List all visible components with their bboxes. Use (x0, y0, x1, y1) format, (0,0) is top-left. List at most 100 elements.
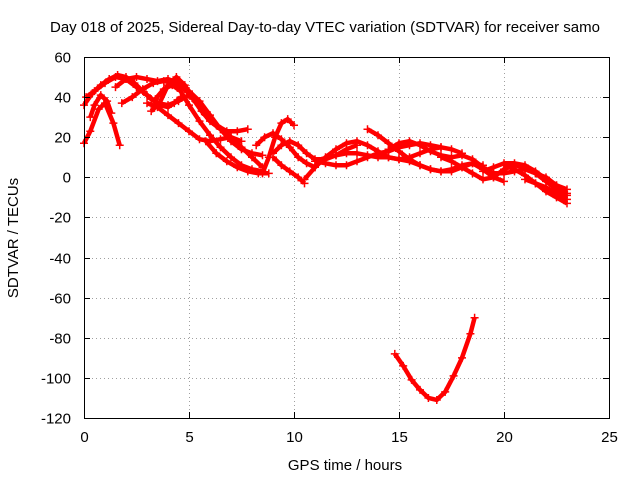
data-point (437, 167, 445, 176)
data-point (447, 145, 456, 154)
data-point (449, 371, 458, 380)
data-point (222, 157, 231, 166)
data-point (342, 149, 351, 158)
y-tick-label: 0 (63, 170, 71, 187)
data-point (374, 131, 382, 140)
data-point (405, 155, 414, 164)
data-point (107, 109, 116, 118)
data-point (432, 395, 441, 404)
data-point (542, 183, 550, 192)
data-point (115, 141, 124, 150)
data-point (395, 139, 403, 148)
data-point (500, 177, 508, 186)
data-point (197, 107, 206, 116)
data-point (185, 101, 193, 110)
data-point (216, 135, 225, 144)
data-point (86, 113, 95, 122)
y-tick-label: -20 (49, 210, 71, 227)
data-point (390, 349, 399, 358)
data-point (300, 175, 309, 184)
data-point (531, 167, 540, 176)
data-point (342, 161, 351, 170)
data-point (294, 153, 303, 162)
y-tick-label: -80 (49, 331, 71, 348)
data-point (143, 91, 151, 100)
data-point (109, 119, 118, 128)
data-point (489, 163, 498, 172)
data-point (399, 361, 408, 370)
grid-lines (84, 57, 609, 418)
data-point (563, 195, 571, 204)
data-point (363, 125, 372, 134)
data-point (111, 73, 120, 82)
data-point (294, 173, 303, 182)
data-point (227, 133, 235, 142)
data-point (122, 75, 130, 84)
data-point (90, 101, 99, 110)
data-point (521, 175, 529, 184)
data-point (384, 153, 393, 162)
y-tick-label: 20 (54, 130, 71, 147)
y-axis-label: SDTVAR / TECUs (5, 178, 22, 298)
data-point (531, 179, 540, 188)
data-point (164, 101, 172, 110)
data-point (258, 151, 267, 160)
series-line-arc-09 (146, 100, 243, 144)
data-point (269, 153, 277, 162)
data-point (216, 143, 225, 152)
data-point (206, 117, 214, 126)
data-point (94, 105, 103, 114)
data-point (86, 127, 95, 136)
y-tick-label: -120 (41, 411, 71, 428)
data-point (212, 149, 221, 158)
data-point (405, 137, 414, 146)
data-point (195, 135, 204, 144)
data-point (552, 189, 561, 198)
data-point (332, 161, 340, 170)
data-point (363, 151, 372, 160)
data-point (311, 157, 319, 166)
series-line-arc-12 (260, 116, 296, 175)
data-point (147, 107, 156, 116)
data-point (285, 167, 294, 176)
x-tick-label: 20 (496, 429, 513, 446)
data-point (437, 143, 445, 152)
data-point (302, 149, 311, 158)
data-point (416, 141, 424, 150)
plot-frame (84, 57, 610, 419)
series-line-arc-14 (271, 155, 307, 185)
data-point (233, 163, 242, 172)
data-point (424, 393, 433, 402)
data-point (243, 167, 252, 176)
data-point (159, 85, 168, 94)
data-point (153, 77, 162, 86)
y-tick-label: -40 (49, 251, 71, 268)
data-point (466, 329, 475, 338)
data-point (458, 151, 466, 160)
data-point (164, 111, 172, 120)
data-point (132, 83, 141, 92)
data-point (237, 137, 246, 146)
data-point (151, 95, 160, 104)
data-point (243, 125, 252, 134)
data-series (80, 71, 571, 404)
chart-title: Day 018 of 2025, Sidereal Day-to-day VTE… (50, 19, 600, 36)
x-tick-label: 10 (286, 429, 303, 446)
data-point (521, 161, 529, 170)
data-point (342, 139, 351, 148)
data-point (96, 91, 105, 100)
data-point (294, 141, 303, 150)
data-point (180, 81, 189, 90)
data-point (290, 121, 298, 130)
data-point (447, 157, 456, 166)
data-point (117, 99, 126, 108)
data-point (416, 149, 424, 158)
data-point (500, 161, 508, 170)
x-tick-label: 15 (391, 429, 408, 446)
data-point (416, 161, 424, 170)
data-point (302, 159, 311, 168)
data-point (90, 87, 99, 96)
data-point (233, 127, 242, 136)
data-point (552, 181, 561, 190)
